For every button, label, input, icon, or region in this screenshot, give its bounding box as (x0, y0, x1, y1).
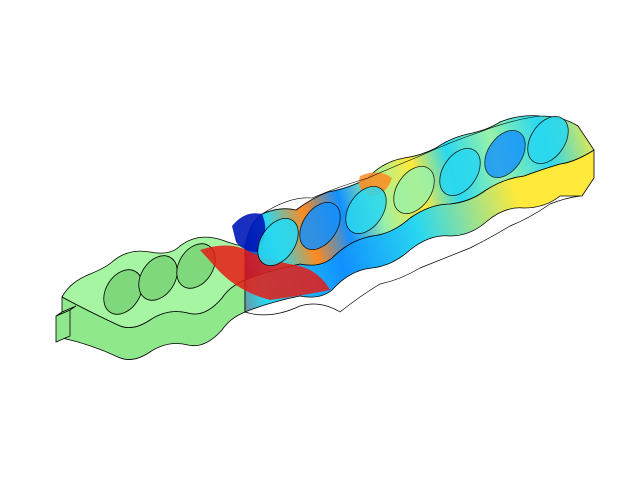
end-tab-top (55, 305, 77, 317)
slot-2 (138, 255, 178, 301)
slot-7 (393, 166, 435, 214)
hotspot-blue (232, 213, 266, 252)
slot-1 (103, 269, 143, 315)
slot-8 (439, 148, 481, 196)
hotspot-red (200, 245, 330, 300)
reference-outline (244, 195, 581, 316)
slot-9 (484, 130, 526, 178)
deformed-section (200, 115, 595, 313)
slot-4 (257, 218, 299, 266)
reference-outline-top (261, 115, 541, 215)
slot-5 (299, 202, 341, 250)
slot-6 (345, 186, 387, 234)
slot-10 (527, 116, 569, 164)
